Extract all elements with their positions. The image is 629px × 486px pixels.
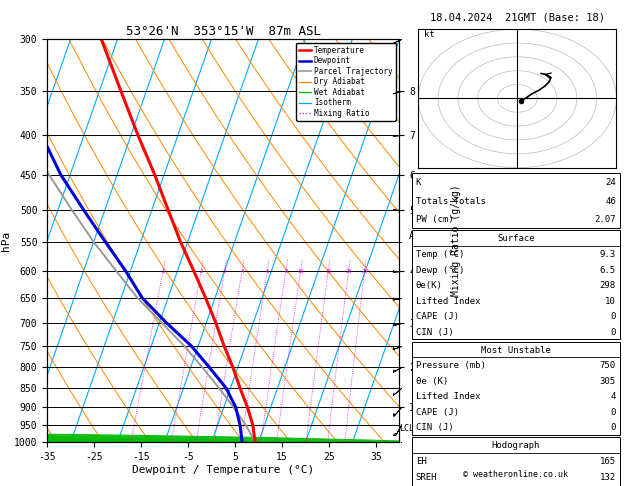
Text: Pressure (mb): Pressure (mb): [416, 361, 486, 370]
Text: 298: 298: [599, 281, 616, 290]
Text: K: K: [416, 178, 421, 187]
Text: EH: EH: [416, 457, 426, 466]
Text: 46: 46: [605, 197, 616, 206]
Text: 305: 305: [599, 377, 616, 386]
Text: 750: 750: [599, 361, 616, 370]
Text: 25: 25: [362, 269, 368, 274]
Text: © weatheronline.co.uk: © weatheronline.co.uk: [464, 469, 568, 479]
Text: Dewp (°C): Dewp (°C): [416, 265, 464, 275]
Text: 20: 20: [345, 269, 352, 274]
Text: CIN (J): CIN (J): [416, 328, 454, 337]
Text: 165: 165: [599, 457, 616, 466]
Text: 6: 6: [265, 269, 269, 274]
Text: 4: 4: [240, 269, 243, 274]
Text: Lifted Index: Lifted Index: [416, 296, 481, 306]
Text: θe(K): θe(K): [416, 281, 443, 290]
Text: Hodograph: Hodograph: [492, 441, 540, 451]
X-axis label: Dewpoint / Temperature (°C): Dewpoint / Temperature (°C): [132, 465, 314, 475]
Text: 18.04.2024  21GMT (Base: 18): 18.04.2024 21GMT (Base: 18): [430, 12, 605, 22]
Text: 2.07: 2.07: [594, 215, 616, 224]
Text: kt: kt: [424, 31, 435, 39]
Y-axis label: km
ASL: km ASL: [409, 219, 426, 241]
Text: 0: 0: [610, 408, 616, 417]
Text: 0: 0: [610, 328, 616, 337]
Text: CIN (J): CIN (J): [416, 423, 454, 433]
Text: 8: 8: [284, 269, 287, 274]
Text: 0: 0: [610, 423, 616, 433]
Text: 2: 2: [199, 269, 203, 274]
Text: LCL: LCL: [399, 424, 415, 433]
Text: θe (K): θe (K): [416, 377, 448, 386]
Text: 6.5: 6.5: [599, 265, 616, 275]
Title: 53°26'N  353°15'W  87m ASL: 53°26'N 353°15'W 87m ASL: [126, 25, 321, 38]
Text: 15: 15: [325, 269, 331, 274]
Text: Surface: Surface: [497, 234, 535, 243]
Text: Most Unstable: Most Unstable: [481, 346, 551, 355]
Text: SREH: SREH: [416, 472, 437, 482]
Text: Temp (°C): Temp (°C): [416, 250, 464, 259]
Text: 0: 0: [610, 312, 616, 321]
Text: Totals Totals: Totals Totals: [416, 197, 486, 206]
Text: PW (cm): PW (cm): [416, 215, 454, 224]
Legend: Temperature, Dewpoint, Parcel Trajectory, Dry Adiabat, Wet Adiabat, Isotherm, Mi: Temperature, Dewpoint, Parcel Trajectory…: [296, 43, 396, 121]
Text: Lifted Index: Lifted Index: [416, 392, 481, 401]
Text: 132: 132: [599, 472, 616, 482]
Text: 10: 10: [605, 296, 616, 306]
Y-axis label: hPa: hPa: [1, 230, 11, 251]
Text: Mixing Ratio (g/kg): Mixing Ratio (g/kg): [451, 185, 461, 296]
Text: CAPE (J): CAPE (J): [416, 312, 459, 321]
Text: CAPE (J): CAPE (J): [416, 408, 459, 417]
Text: 24: 24: [605, 178, 616, 187]
Text: 9.3: 9.3: [599, 250, 616, 259]
Text: 1: 1: [162, 269, 165, 274]
Text: 10: 10: [298, 269, 304, 274]
Text: 4: 4: [610, 392, 616, 401]
Text: 3: 3: [223, 269, 226, 274]
